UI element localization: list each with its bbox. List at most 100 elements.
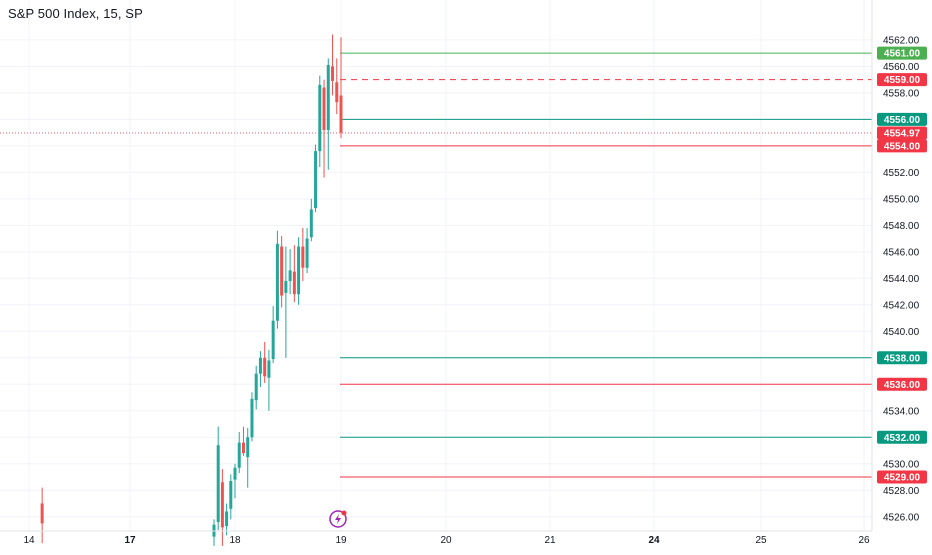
candle-body <box>258 357 262 374</box>
candle-body <box>309 209 313 238</box>
badge-background <box>877 73 927 87</box>
candle <box>40 487 44 544</box>
candle <box>275 230 279 329</box>
badge-background <box>877 351 927 365</box>
level-price-badge: 4529.00 <box>877 470 927 484</box>
level-price-badge: 4561.00 <box>877 46 927 60</box>
price-tick-label: 4528.00 <box>883 486 920 497</box>
candle <box>305 227 309 274</box>
candle <box>297 237 301 305</box>
candle <box>318 75 322 168</box>
candle <box>225 503 229 536</box>
price-tick-label: 4542.00 <box>883 300 920 311</box>
candle <box>292 245 296 303</box>
level-price-badge: 4536.00 <box>877 377 927 391</box>
candle <box>271 306 275 364</box>
candle-body <box>314 151 318 209</box>
badge-label: 4559.00 <box>884 75 921 86</box>
candle <box>280 235 284 308</box>
candle-body <box>292 271 296 295</box>
candle-body <box>271 320 275 360</box>
candle <box>335 58 339 115</box>
candle <box>216 426 220 530</box>
candle-body <box>335 82 339 103</box>
time-tick-label: 18 <box>229 535 241 546</box>
candle-body <box>339 95 343 133</box>
badge-background <box>877 470 927 484</box>
candle <box>331 34 335 96</box>
candle-body <box>246 437 250 458</box>
badge-background <box>877 126 927 140</box>
candle <box>250 392 254 442</box>
badge-label: 4532.00 <box>884 433 921 444</box>
candle-body <box>241 442 245 454</box>
price-axis[interactable]: 4526.00 4528.00 4530.00 4532.00 4534.00 4536.… <box>883 35 920 523</box>
level-price-badge: 4554.00 <box>877 139 927 153</box>
price-tick-label: 4560.00 <box>883 62 920 73</box>
time-axis[interactable]: 14 17 18 19 20 21 24 25 26 <box>23 535 870 546</box>
time-tick-label: 24 <box>648 535 660 546</box>
time-tick-label: 19 <box>335 535 347 546</box>
time-tick-label: 21 <box>544 535 556 546</box>
badge-background <box>877 139 927 153</box>
candle-body <box>225 511 229 527</box>
badge-background <box>877 377 927 391</box>
candle <box>237 431 241 474</box>
candle-body <box>254 373 258 401</box>
badge-label: 4554.97 <box>884 128 921 139</box>
candle-body <box>318 84 322 152</box>
chart-title: S&P 500 Index, 15, SP <box>8 6 143 21</box>
candle <box>241 426 245 456</box>
horizontal-levels <box>0 52 872 478</box>
candle <box>220 469 224 546</box>
price-tick-label: 4550.00 <box>883 194 920 205</box>
candle-body <box>301 246 305 268</box>
candles <box>40 34 343 546</box>
price-tick-label: 4544.00 <box>883 274 920 285</box>
candle-body <box>216 445 220 523</box>
candle-body <box>326 65 330 130</box>
badge-label: 4561.00 <box>884 49 921 60</box>
price-tick-label: 4534.00 <box>883 406 920 417</box>
candle <box>233 463 237 499</box>
candle <box>301 227 305 281</box>
candle <box>288 249 292 295</box>
candle-body <box>237 442 241 468</box>
price-tick-label: 4552.00 <box>883 168 920 179</box>
candle-body <box>275 243 279 321</box>
candle <box>309 198 313 242</box>
level-price-badge: 4556.00 <box>877 112 927 126</box>
lightning-icon-bolt <box>335 514 341 524</box>
time-tick-label: 26 <box>858 535 870 546</box>
candle <box>339 37 343 138</box>
badge-label: 4554.00 <box>884 141 921 152</box>
candle-body <box>297 246 301 295</box>
price-badges: 4561.00 4559.00 4556.00 4554.00 4538.00 4536.… <box>877 46 927 484</box>
price-tick-label: 4562.00 <box>883 35 920 46</box>
price-tick-label: 4540.00 <box>883 327 920 338</box>
level-price-badge: 4532.00 <box>877 430 927 444</box>
candle-body <box>288 270 292 281</box>
candle <box>246 428 250 488</box>
badge-label: 4529.00 <box>884 473 921 484</box>
price-tick-label: 4530.00 <box>883 459 920 470</box>
badge-background <box>877 46 927 60</box>
candle-body <box>267 360 271 378</box>
level-price-badge: 4538.00 <box>877 351 927 365</box>
candle <box>314 144 318 213</box>
candle-body <box>220 482 224 528</box>
price-tick-label: 4526.00 <box>883 512 920 523</box>
candle-body <box>284 280 288 293</box>
time-tick-label: 14 <box>23 535 35 546</box>
candle-body <box>250 398 254 438</box>
candle <box>229 474 233 520</box>
time-tick-label: 25 <box>755 535 767 546</box>
price-tick-label: 4548.00 <box>883 221 920 232</box>
candle <box>263 341 267 383</box>
candle-body <box>233 467 237 480</box>
lightning-icon[interactable] <box>329 510 347 528</box>
time-tick-label: 17 <box>124 535 136 546</box>
candle <box>212 519 216 546</box>
